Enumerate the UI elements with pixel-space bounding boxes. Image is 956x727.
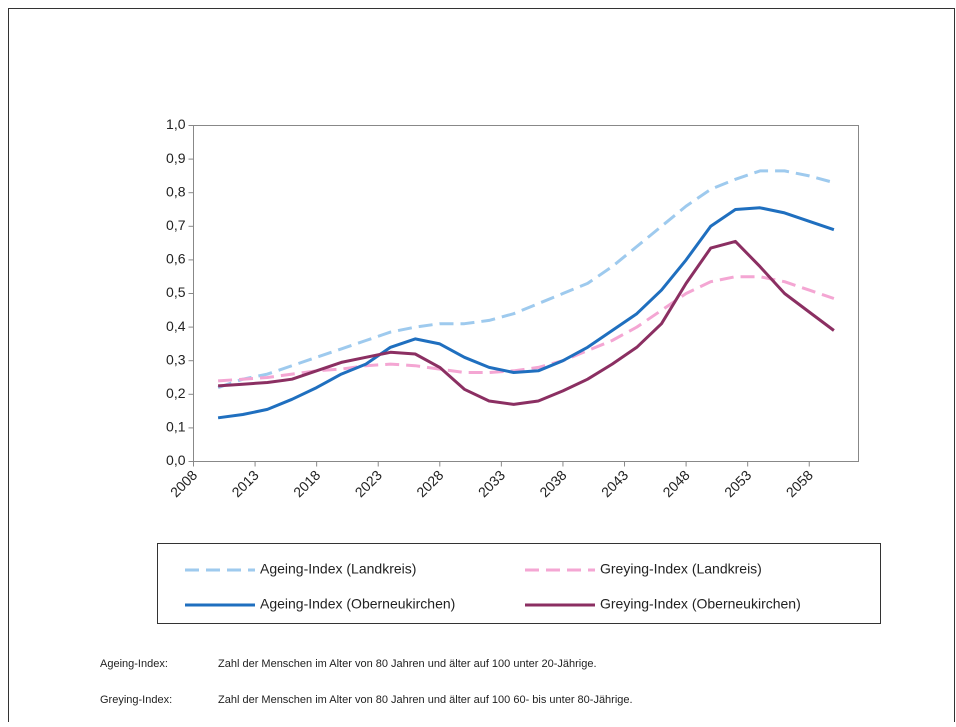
y-tick-label: 0,9	[166, 150, 186, 166]
legend-label: Ageing-Index (Landkreis)	[260, 561, 416, 577]
y-tick-label: 0,7	[166, 217, 186, 233]
plot-area	[193, 125, 859, 462]
legend-label: Ageing-Index (Oberneukirchen)	[260, 596, 455, 612]
x-tick-label: 2038	[536, 467, 569, 500]
series-line	[217, 206, 835, 420]
x-tick-label: 2033	[475, 467, 508, 500]
x-tick-label: 2023	[352, 467, 385, 500]
y-tick-label: 0,3	[166, 351, 186, 367]
legend	[157, 543, 881, 624]
series-line	[217, 239, 835, 406]
note-text: Zahl der Menschen im Alter von 80 Jahren…	[218, 658, 597, 670]
y-tick-label: 1,0	[166, 116, 186, 132]
note-term: Greying-Index:	[100, 694, 172, 706]
series-line	[217, 275, 835, 383]
x-tick-label: 2043	[598, 467, 631, 500]
x-tick-label: 2013	[228, 467, 261, 500]
x-tick-label: 2048	[659, 467, 692, 500]
y-tick-label: 0,1	[166, 419, 186, 435]
x-tick-label: 2008	[167, 467, 200, 500]
legend-label: Greying-Index (Oberneukirchen)	[600, 596, 801, 612]
x-tick-label: 2053	[721, 467, 754, 500]
legend-label: Greying-Index (Landkreis)	[600, 561, 762, 577]
y-tick-label: 0,2	[166, 385, 186, 401]
note-term: Ageing-Index:	[100, 658, 168, 670]
series-line	[217, 169, 835, 390]
note-text: Zahl der Menschen im Alter von 80 Jahren…	[218, 694, 633, 706]
y-tick-label: 0,4	[166, 318, 186, 334]
y-tick-label: 0,6	[166, 251, 186, 267]
y-tick-label: 0,0	[166, 452, 186, 468]
y-tick-label: 0,5	[166, 284, 186, 300]
x-tick-label: 2058	[783, 467, 816, 500]
x-tick-label: 2028	[413, 467, 446, 500]
x-tick-label: 2018	[290, 467, 323, 500]
y-tick-label: 0,8	[166, 183, 186, 199]
frame	[8, 8, 955, 727]
